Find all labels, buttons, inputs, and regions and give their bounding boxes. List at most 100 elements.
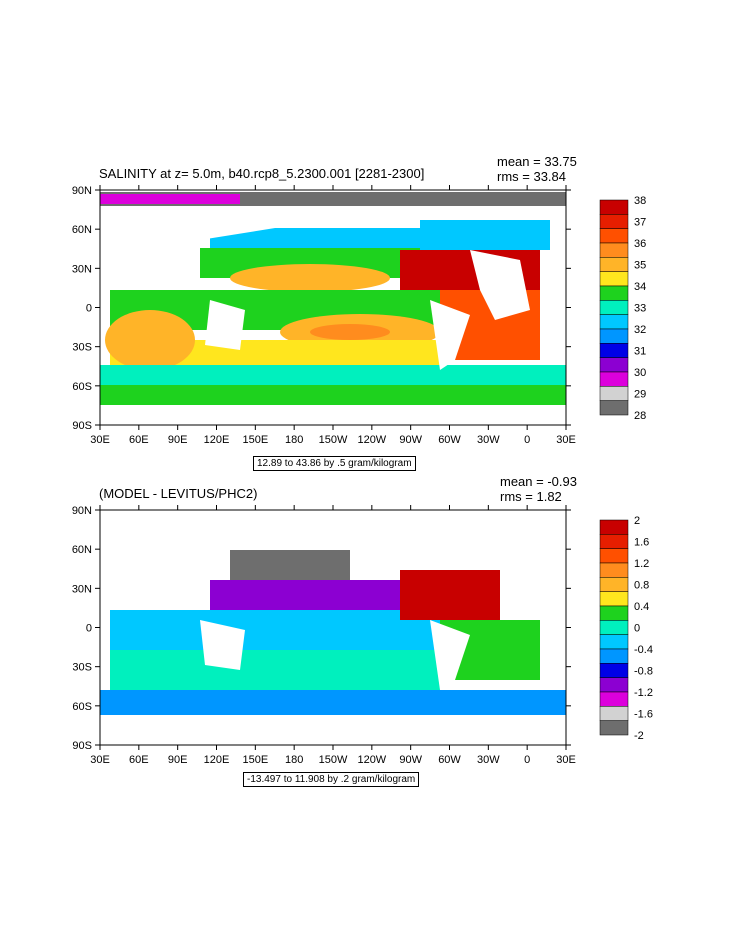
- longitude-labels: 30E 60E 90E 120E 150E 180 150W 120W 90W 60W 30W 0 30…: [90, 505, 576, 766]
- colorbar-swatch: [599, 271, 629, 287]
- colorbar-label: 34: [634, 281, 646, 293]
- colorbar-labels: 38 37 36 35 34 33 32 31 30 29 28: [634, 195, 646, 422]
- lon-label: 150W: [319, 754, 348, 766]
- lon-label: 0: [524, 434, 530, 446]
- colorbar-label: 31: [634, 346, 646, 358]
- salinity-panel: SALINITY at z= 5.0m, b40.rcp8_5.2300.001…: [0, 150, 733, 471]
- mean-stat: mean = -0.93: [500, 474, 577, 489]
- lon-label: 30E: [90, 434, 110, 446]
- colorbar-swatch: [599, 591, 629, 607]
- lon-label: 30W: [477, 754, 500, 766]
- lon-label: 180: [285, 434, 303, 446]
- colorbar-swatch: [599, 242, 629, 258]
- colorbar-label: 29: [634, 389, 646, 401]
- lat-label: 30S: [72, 342, 92, 354]
- colorbar-swatch: [599, 228, 629, 244]
- colorbar-label: 1.6: [634, 537, 649, 549]
- lat-label: 60N: [72, 224, 92, 236]
- lon-label: 0: [524, 754, 530, 766]
- ocean-field: [100, 190, 566, 425]
- colorbar-swatch: [599, 199, 629, 215]
- lat-label: 0: [86, 623, 92, 635]
- colorbar-swatch: [599, 620, 629, 635]
- lon-label: 30E: [556, 434, 576, 446]
- colorbar-label: -1.2: [634, 687, 653, 699]
- lat-label: 60S: [72, 381, 92, 393]
- colorbar-label: -0.8: [634, 666, 653, 678]
- colorbar-label: 0.4: [634, 601, 649, 613]
- colorbar-swatch: [599, 257, 629, 272]
- colorbar-swatch: [599, 663, 629, 678]
- colorbar-label: 28: [634, 410, 646, 422]
- colorbar-swatch: [599, 706, 629, 721]
- colorbar-swatch: [599, 314, 629, 330]
- contour-info-label: 12.89 to 43.86 by .5 gram/kilogram: [253, 456, 416, 471]
- lon-label: 60W: [438, 754, 461, 766]
- colorbar-swatch: [599, 562, 629, 578]
- lon-label: 90E: [168, 434, 188, 446]
- lon-label: 30E: [556, 754, 576, 766]
- colorbar-label: 0.8: [634, 580, 649, 592]
- salinity-map: 90N 60N 30N 0 30S 60S 90S 30E 60E 90E 120E 150E 180…: [72, 185, 646, 446]
- lat-label: 90S: [72, 740, 92, 752]
- rms-stat: rms = 1.82: [500, 489, 562, 504]
- colorbar-swatch: [599, 386, 629, 401]
- lon-label: 90W: [399, 754, 422, 766]
- difference-panel: (MODEL - LEVITUS/PHC2) mean = -0.93 rms …: [0, 470, 733, 790]
- lon-label: 150E: [242, 434, 268, 446]
- colorbar-swatch: [599, 343, 629, 358]
- lat-label: 60S: [72, 701, 92, 713]
- colorbar-label: 30: [634, 367, 646, 379]
- lon-label: 120E: [204, 754, 230, 766]
- lon-label: 150E: [242, 754, 268, 766]
- colorbar-labels: 2 1.6 1.2 0.8 0.4 0 -0.4 -0.8 -1.2 -1.6 -2: [634, 515, 653, 742]
- colorbar-swatch: [599, 371, 629, 387]
- lat-label: 60N: [72, 544, 92, 556]
- contour-info-label: -13.497 to 11.908 by .2 gram/kilogram: [243, 772, 420, 787]
- colorbar-label: 37: [634, 217, 646, 229]
- lon-label: 120E: [204, 434, 230, 446]
- colorbar: [599, 199, 629, 416]
- rms-stat: rms = 33.84: [497, 169, 567, 184]
- colorbar: [599, 519, 629, 736]
- mean-stat: mean = 33.75: [497, 154, 577, 169]
- colorbar-swatch: [599, 634, 629, 650]
- lat-label: 30S: [72, 662, 92, 674]
- lon-label: 60E: [129, 754, 149, 766]
- ocean-field: [100, 510, 566, 745]
- colorbar-label: 2: [634, 515, 640, 527]
- panel-title: (MODEL - LEVITUS/PHC2): [99, 486, 258, 501]
- colorbar-swatch: [599, 691, 629, 707]
- colorbar-swatch: [599, 534, 629, 549]
- colorbar-swatch: [599, 548, 629, 564]
- lon-label: 120W: [357, 754, 386, 766]
- latitude-labels: 90N 60N 30N 0 30S 60S 90S: [72, 185, 571, 432]
- colorbar-swatch: [599, 677, 629, 693]
- lon-label: 90E: [168, 754, 188, 766]
- lon-label: 60W: [438, 434, 461, 446]
- colorbar-label: 38: [634, 195, 646, 207]
- lat-label: 0: [86, 303, 92, 315]
- colorbar-swatch: [599, 285, 629, 301]
- lat-label: 30N: [72, 583, 92, 595]
- colorbar-label: 0: [634, 623, 640, 635]
- latitude-labels: 90N 60N 30N 0 30S 60S 90S: [72, 505, 571, 752]
- colorbar-swatch: [599, 300, 629, 315]
- colorbar-label: 36: [634, 238, 646, 250]
- difference-map: 90N 60N 30N 0 30S 60S 90S 30E 60E 90E 120E 150E 180…: [72, 505, 653, 766]
- lon-label: 150W: [319, 434, 348, 446]
- lon-label: 120W: [357, 434, 386, 446]
- colorbar-label: -2: [634, 730, 644, 742]
- lat-label: 90S: [72, 420, 92, 432]
- colorbar-swatch: [599, 357, 629, 373]
- colorbar-label: 33: [634, 303, 646, 315]
- longitude-labels: 30E 60E 90E 120E 150E 180 150W 120W 90W 60W 30W 0 30…: [90, 185, 576, 446]
- colorbar-swatch: [599, 214, 629, 229]
- colorbar-swatch: [599, 648, 629, 664]
- colorbar-swatch: [599, 605, 629, 621]
- colorbar-label: 1.2: [634, 558, 649, 570]
- lat-label: 90N: [72, 185, 92, 197]
- panel-title: SALINITY at z= 5.0m, b40.rcp8_5.2300.001…: [99, 166, 425, 181]
- lon-label: 180: [285, 754, 303, 766]
- colorbar-swatch: [599, 720, 629, 736]
